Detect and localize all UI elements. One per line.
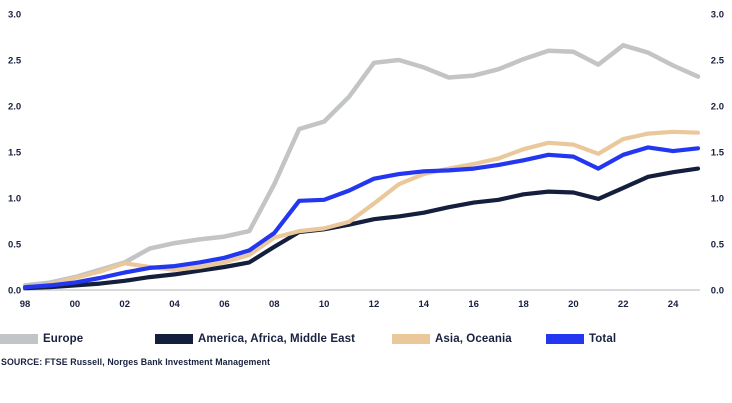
- total-swatch: [546, 334, 584, 344]
- x-tick-label: 24: [668, 299, 679, 310]
- series-line-total: [22, 145, 701, 290]
- x-tick-label: 16: [468, 299, 479, 310]
- asia-oceania-swatch: [392, 334, 430, 344]
- series-line-europe: [22, 43, 701, 288]
- y-tick-label-right: 1.5: [711, 148, 725, 159]
- series-line-asia-oceania: [22, 129, 701, 290]
- y-tick-label-left: 0.0: [8, 286, 21, 297]
- y-tick-label-left: 3.0: [8, 10, 21, 21]
- x-tick-label: 20: [568, 299, 579, 310]
- series-line-america-africa-middle-east: [22, 166, 701, 291]
- y-tick-label-right: 2.5: [711, 56, 725, 67]
- y-tick-label-left: 2.0: [8, 102, 21, 113]
- y-tick-label-right: 3.0: [711, 10, 724, 21]
- y-tick-label-left: 0.5: [8, 240, 22, 251]
- legend-item-total: Total: [546, 333, 616, 345]
- x-tick-label: 14: [419, 299, 430, 310]
- legend-label-europe: Europe: [43, 333, 84, 345]
- y-tick-label-right: 1.0: [711, 194, 724, 205]
- line-chart: 0.0 0.0 0.5 0.5 1.0 1.0 1.5 1.5 2.0 2.0 2.5 2.5 3.0 3…: [8, 10, 725, 311]
- america-africa-middle-east-swatch: [155, 334, 193, 344]
- x-tick-label: 22: [618, 299, 629, 310]
- x-tick-label: 18: [518, 299, 529, 310]
- y-tick-label-right: 2.0: [711, 102, 724, 113]
- y-tick-label-left: 1.5: [8, 148, 22, 159]
- x-tick-label: 12: [369, 299, 380, 310]
- legend-label-america-africa-middle-east: America, Africa, Middle East: [198, 333, 356, 345]
- legend-label-total: Total: [589, 333, 617, 345]
- chart-legend: Europe America, Africa, Middle East Asia…: [0, 333, 732, 345]
- y-tick-label-right: 0.0: [711, 286, 724, 297]
- x-tick-label: 98: [20, 299, 31, 310]
- x-tick-label: 10: [319, 299, 330, 310]
- y-tick-label-left: 1.0: [8, 194, 21, 205]
- legend-item-europe: Europe: [0, 333, 83, 345]
- x-tick-label: 08: [269, 299, 280, 310]
- legend-item-america-africa-middle-east: America, Africa, Middle East: [155, 333, 355, 345]
- x-tick-label: 00: [70, 299, 81, 310]
- x-tick-label: 06: [219, 299, 230, 310]
- x-tick-label: 04: [169, 299, 180, 310]
- source-text: SOURCE: FTSE Russell, Norges Bank Invest…: [1, 357, 270, 367]
- x-tick-label: 02: [119, 299, 130, 310]
- y-tick-label-right: 0.5: [711, 240, 725, 251]
- y-tick-label-left: 2.5: [8, 56, 22, 67]
- legend-item-asia-oceania: Asia, Oceania: [392, 333, 512, 345]
- legend-label-asia-oceania: Asia, Oceania: [435, 333, 512, 345]
- europe-swatch: [0, 334, 38, 344]
